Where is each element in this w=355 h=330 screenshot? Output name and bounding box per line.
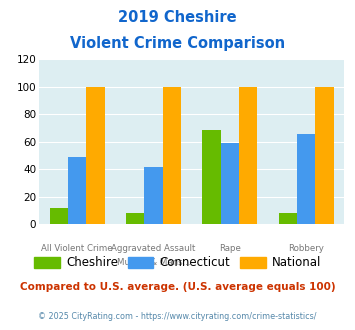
Text: Compared to U.S. average. (U.S. average equals 100): Compared to U.S. average. (U.S. average … — [20, 282, 335, 292]
Bar — [315, 87, 334, 224]
Bar — [68, 157, 86, 224]
Bar — [126, 214, 144, 224]
Text: Rape: Rape — [219, 244, 241, 253]
Bar — [221, 143, 239, 224]
Legend: Cheshire, Connecticut, National: Cheshire, Connecticut, National — [29, 252, 326, 274]
Bar — [202, 129, 221, 224]
Bar — [239, 87, 257, 224]
Text: All Violent Crime: All Violent Crime — [42, 244, 113, 253]
Text: Robbery: Robbery — [288, 244, 324, 253]
Text: Murder & Mans...: Murder & Mans... — [117, 258, 190, 267]
Bar — [50, 208, 68, 224]
Text: © 2025 CityRating.com - https://www.cityrating.com/crime-statistics/: © 2025 CityRating.com - https://www.city… — [38, 312, 317, 321]
Text: Violent Crime Comparison: Violent Crime Comparison — [70, 36, 285, 51]
Bar — [144, 167, 163, 224]
Bar — [86, 87, 105, 224]
Text: 2019 Cheshire: 2019 Cheshire — [118, 10, 237, 25]
Text: Aggravated Assault: Aggravated Assault — [111, 244, 196, 253]
Bar — [279, 214, 297, 224]
Bar — [163, 87, 181, 224]
Bar — [297, 134, 315, 224]
